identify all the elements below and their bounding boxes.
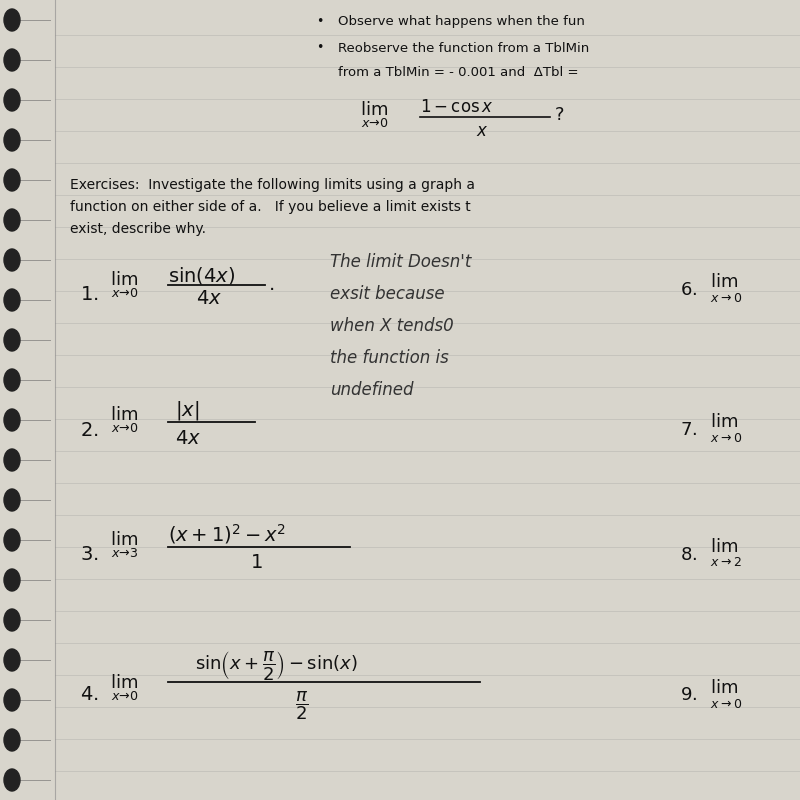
Ellipse shape bbox=[4, 409, 20, 431]
Text: $\lim_{x \to 0}$: $\lim_{x \to 0}$ bbox=[110, 673, 138, 703]
Ellipse shape bbox=[4, 209, 20, 231]
Text: $(x+1)^2 - x^2$: $(x+1)^2 - x^2$ bbox=[168, 522, 286, 546]
Text: Observe what happens when the fun: Observe what happens when the fun bbox=[338, 15, 585, 29]
Ellipse shape bbox=[4, 9, 20, 31]
Text: $6.$: $6.$ bbox=[680, 281, 698, 299]
Ellipse shape bbox=[4, 529, 20, 551]
Text: $\sin(4x)$: $\sin(4x)$ bbox=[168, 265, 235, 286]
Text: Reobserve the function from a TblMin: Reobserve the function from a TblMin bbox=[338, 42, 590, 54]
Text: $\lim_{x \to 0}$: $\lim_{x \to 0}$ bbox=[110, 270, 138, 300]
Ellipse shape bbox=[4, 489, 20, 511]
Text: $x{\to}0$: $x{\to}0$ bbox=[710, 698, 742, 710]
Text: $1$: $1$ bbox=[250, 553, 262, 571]
Text: $\mathrm{lim}$: $\mathrm{lim}$ bbox=[710, 538, 738, 556]
Ellipse shape bbox=[4, 49, 20, 71]
Text: $x{\to}2$: $x{\to}2$ bbox=[710, 557, 742, 570]
Text: $\mathrm{lim}$: $\mathrm{lim}$ bbox=[710, 413, 738, 431]
Text: $\lim_{x \to 3}$: $\lim_{x \to 3}$ bbox=[110, 530, 138, 560]
Text: $3.$: $3.$ bbox=[80, 546, 98, 565]
Ellipse shape bbox=[4, 729, 20, 751]
Ellipse shape bbox=[4, 449, 20, 471]
Text: $|x|$: $|x|$ bbox=[175, 398, 199, 422]
Text: from a TblMin = - 0.001 and  ΔTbl =: from a TblMin = - 0.001 and ΔTbl = bbox=[338, 66, 578, 78]
Text: function on either side of a.   If you believe a limit exists t: function on either side of a. If you bel… bbox=[70, 200, 470, 214]
Text: $8.$: $8.$ bbox=[680, 546, 698, 564]
Ellipse shape bbox=[4, 369, 20, 391]
Text: $\lim_{x \to 0}$: $\lim_{x \to 0}$ bbox=[360, 100, 388, 130]
Ellipse shape bbox=[4, 169, 20, 191]
Text: $1.$: $1.$ bbox=[80, 286, 98, 305]
Text: $1 - \cos x$: $1 - \cos x$ bbox=[420, 98, 494, 116]
Text: $4x$: $4x$ bbox=[196, 290, 222, 309]
Text: $\mathrm{lim}$: $\mathrm{lim}$ bbox=[710, 679, 738, 697]
Text: Exercises:  Investigate the following limits using a graph a: Exercises: Investigate the following lim… bbox=[70, 178, 475, 192]
Text: •: • bbox=[316, 15, 324, 29]
Text: $9.$: $9.$ bbox=[680, 686, 698, 704]
Text: $x$: $x$ bbox=[476, 122, 489, 140]
Ellipse shape bbox=[4, 609, 20, 631]
Text: the function is: the function is bbox=[330, 349, 449, 367]
Ellipse shape bbox=[4, 649, 20, 671]
Text: $4.$: $4.$ bbox=[80, 686, 98, 705]
Text: $2.$: $2.$ bbox=[80, 421, 98, 439]
Text: $\mathrm{lim}$: $\mathrm{lim}$ bbox=[710, 273, 738, 291]
Text: $.$: $.$ bbox=[268, 275, 274, 294]
Text: •: • bbox=[316, 42, 324, 54]
Text: exsit because: exsit because bbox=[330, 285, 445, 303]
Text: when X tends0: when X tends0 bbox=[330, 317, 454, 335]
Text: undefined: undefined bbox=[330, 381, 414, 399]
Ellipse shape bbox=[4, 129, 20, 151]
Text: $\sin\!\left(x + \dfrac{\pi}{2}\right) - \sin(x)$: $\sin\!\left(x + \dfrac{\pi}{2}\right) -… bbox=[195, 649, 358, 682]
Text: $\lim_{x \to 0}$: $\lim_{x \to 0}$ bbox=[110, 405, 138, 435]
Text: $\dfrac{\pi}{2}$: $\dfrac{\pi}{2}$ bbox=[295, 690, 309, 722]
Text: $x{\to}0$: $x{\to}0$ bbox=[710, 291, 742, 305]
Text: $7.$: $7.$ bbox=[680, 421, 698, 439]
Text: $x{\to}0$: $x{\to}0$ bbox=[710, 431, 742, 445]
Ellipse shape bbox=[4, 769, 20, 791]
Ellipse shape bbox=[4, 89, 20, 111]
Text: ?: ? bbox=[555, 106, 565, 124]
Text: exist, describe why.: exist, describe why. bbox=[70, 222, 206, 236]
Ellipse shape bbox=[4, 689, 20, 711]
Ellipse shape bbox=[4, 249, 20, 271]
Text: The limit Doesn't: The limit Doesn't bbox=[330, 253, 471, 271]
Ellipse shape bbox=[4, 289, 20, 311]
Text: $4x$: $4x$ bbox=[175, 429, 201, 447]
Ellipse shape bbox=[4, 329, 20, 351]
Ellipse shape bbox=[4, 569, 20, 591]
